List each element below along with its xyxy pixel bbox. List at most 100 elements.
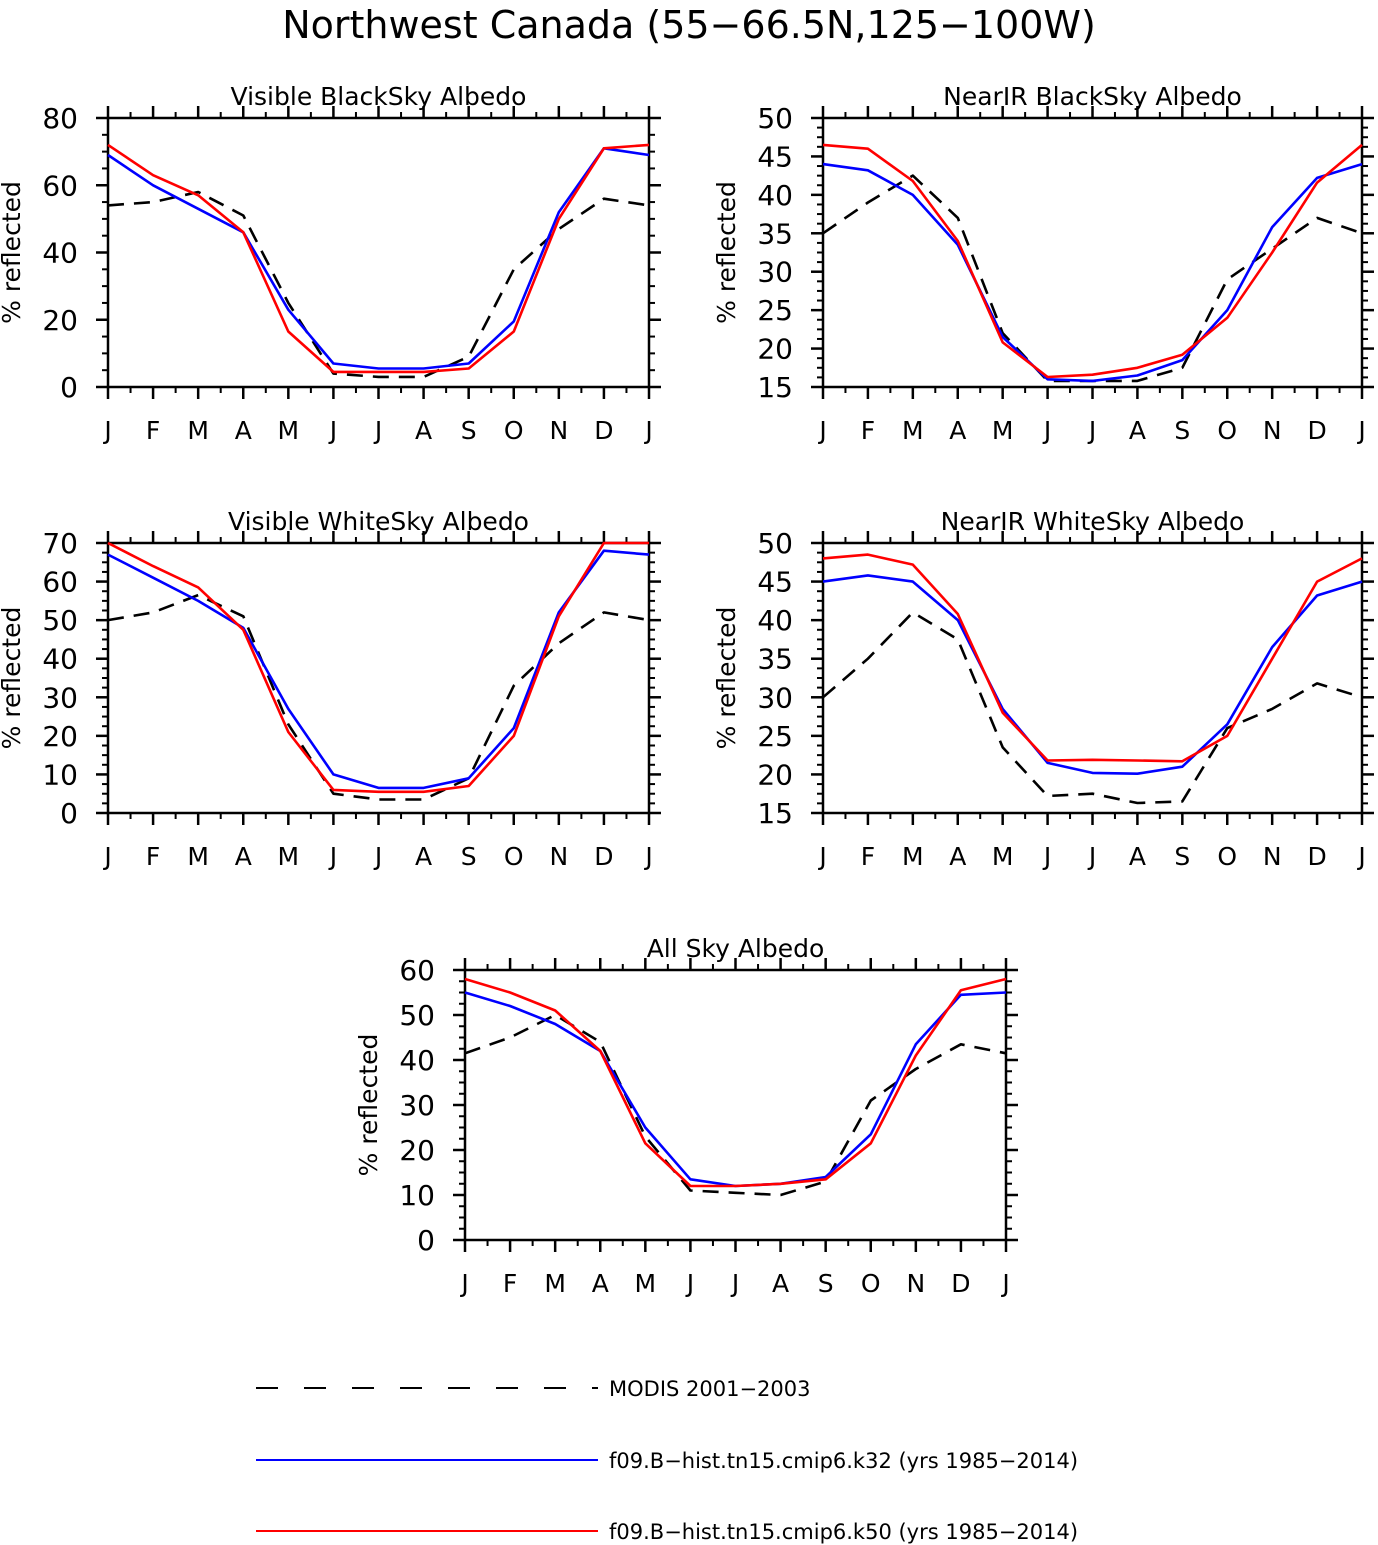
y-tick-label: 30 xyxy=(757,681,793,714)
x-tick-label: D xyxy=(594,842,613,871)
series-line-k50 xyxy=(107,541,649,794)
y-tick-label: 0 xyxy=(417,1224,435,1257)
series-line-k32 xyxy=(822,574,1363,776)
x-tick-label: J xyxy=(817,842,826,871)
x-tick-label: M xyxy=(992,842,1014,871)
x-tick-label: J xyxy=(102,842,111,871)
y-tick-label: 0 xyxy=(60,797,78,830)
y-tick-label: 45 xyxy=(757,140,793,173)
y-tick-label: 35 xyxy=(757,217,793,250)
series-line-k50 xyxy=(822,143,1363,379)
y-tick-label: 50 xyxy=(399,999,435,1032)
x-tick-label: O xyxy=(504,416,524,445)
x-tick-label: N xyxy=(1263,842,1282,871)
y-tick-label: 40 xyxy=(399,1044,435,1077)
y-tick-label: 50 xyxy=(757,527,793,560)
x-tick-label: J xyxy=(643,416,652,445)
y-tick-label: 30 xyxy=(42,681,78,714)
x-tick-label: M xyxy=(902,842,924,871)
x-tick-label: J xyxy=(459,1269,468,1298)
y-tick-label: 40 xyxy=(42,643,78,676)
x-tick-label: M xyxy=(992,416,1014,445)
x-tick-label: M xyxy=(187,416,209,445)
figure-title: Northwest Canada (55−66.5N,125−100W) xyxy=(282,3,1096,47)
chart-panels: Visible BlackSky Albedo% reflectedJFMAMJ… xyxy=(0,82,1374,1298)
series-line-k50 xyxy=(107,143,650,374)
y-tick-label: 40 xyxy=(757,604,793,637)
legend-label: MODIS 2001−2003 xyxy=(609,1377,811,1401)
y-tick-label: 40 xyxy=(757,179,793,212)
series-line-modis xyxy=(107,593,650,801)
x-tick-label: A xyxy=(235,842,252,871)
x-tick-label: A xyxy=(235,416,252,445)
plot-frame xyxy=(463,968,1008,1242)
x-tick-label: A xyxy=(949,842,966,871)
x-tick-label: F xyxy=(861,416,875,445)
y-tick-label: 20 xyxy=(42,304,78,337)
x-tick-label: M xyxy=(635,1269,657,1298)
y-tick-label: 50 xyxy=(42,604,78,637)
x-tick-label: O xyxy=(861,1269,881,1298)
x-tick-label: J xyxy=(643,842,652,871)
y-tick-label: 50 xyxy=(757,102,793,135)
x-tick-label: A xyxy=(415,842,432,871)
x-tick-label: A xyxy=(592,1269,609,1298)
y-tick-label: 25 xyxy=(757,294,793,327)
x-tick-label: F xyxy=(503,1269,517,1298)
y-tick-label: 20 xyxy=(399,1134,435,1167)
y-axis-label: % reflected xyxy=(354,1034,383,1177)
y-tick-label: 15 xyxy=(757,797,793,830)
x-tick-label: J xyxy=(1000,1269,1009,1298)
x-tick-label: J xyxy=(1087,842,1096,871)
y-tick-label: 20 xyxy=(757,333,793,366)
y-tick-label: 60 xyxy=(42,566,78,599)
legend: MODIS 2001−2003 f09.B−hist.tn15.cmip6.k32… xyxy=(256,1377,1078,1544)
x-tick-label: M xyxy=(278,416,300,445)
series-line-k32 xyxy=(822,162,1363,383)
x-tick-label: F xyxy=(146,416,160,445)
x-tick-label: A xyxy=(1129,416,1146,445)
x-tick-label: A xyxy=(415,416,432,445)
x-tick-label: M xyxy=(187,842,209,871)
series-line-k32 xyxy=(107,147,650,370)
series-line-k50 xyxy=(822,553,1363,763)
x-tick-label: J xyxy=(685,1269,694,1298)
x-tick-label: J xyxy=(1087,416,1096,445)
x-tick-label: M xyxy=(902,416,924,445)
x-tick-label: J xyxy=(1042,842,1051,871)
x-tick-label: S xyxy=(461,842,477,871)
x-tick-label: F xyxy=(146,842,160,871)
y-tick-label: 10 xyxy=(42,758,78,791)
x-tick-label: M xyxy=(278,842,300,871)
y-tick-label: 10 xyxy=(399,1179,435,1212)
y-tick-label: 70 xyxy=(42,527,78,560)
y-tick-label: 25 xyxy=(757,720,793,753)
x-tick-label: S xyxy=(461,416,477,445)
y-tick-label: 40 xyxy=(42,237,78,270)
x-tick-label: J xyxy=(373,842,382,871)
x-tick-label: N xyxy=(1263,416,1282,445)
y-tick-label: 15 xyxy=(757,371,793,404)
y-axis-label: % reflected xyxy=(712,181,741,324)
x-tick-label: F xyxy=(861,842,875,871)
plot-frame xyxy=(106,116,651,389)
x-tick-label: J xyxy=(1356,416,1365,445)
plot-frame xyxy=(821,116,1364,389)
x-tick-label: D xyxy=(951,1269,970,1298)
y-tick-label: 45 xyxy=(757,566,793,599)
legend-label: f09.B−hist.tn15.cmip6.k50 (yrs 1985−2014… xyxy=(609,1520,1078,1544)
x-tick-label: A xyxy=(772,1269,789,1298)
series-line-modis xyxy=(107,190,650,379)
x-tick-label: O xyxy=(1217,842,1237,871)
series-line-modis xyxy=(464,1013,1007,1197)
series-line-k32 xyxy=(464,991,1007,1188)
y-axis-label: % reflected xyxy=(0,181,26,324)
x-tick-label: J xyxy=(373,416,382,445)
y-tick-label: 35 xyxy=(757,643,793,676)
x-tick-label: S xyxy=(1174,842,1190,871)
x-tick-label: D xyxy=(1307,416,1326,445)
series-line-modis xyxy=(822,611,1363,805)
